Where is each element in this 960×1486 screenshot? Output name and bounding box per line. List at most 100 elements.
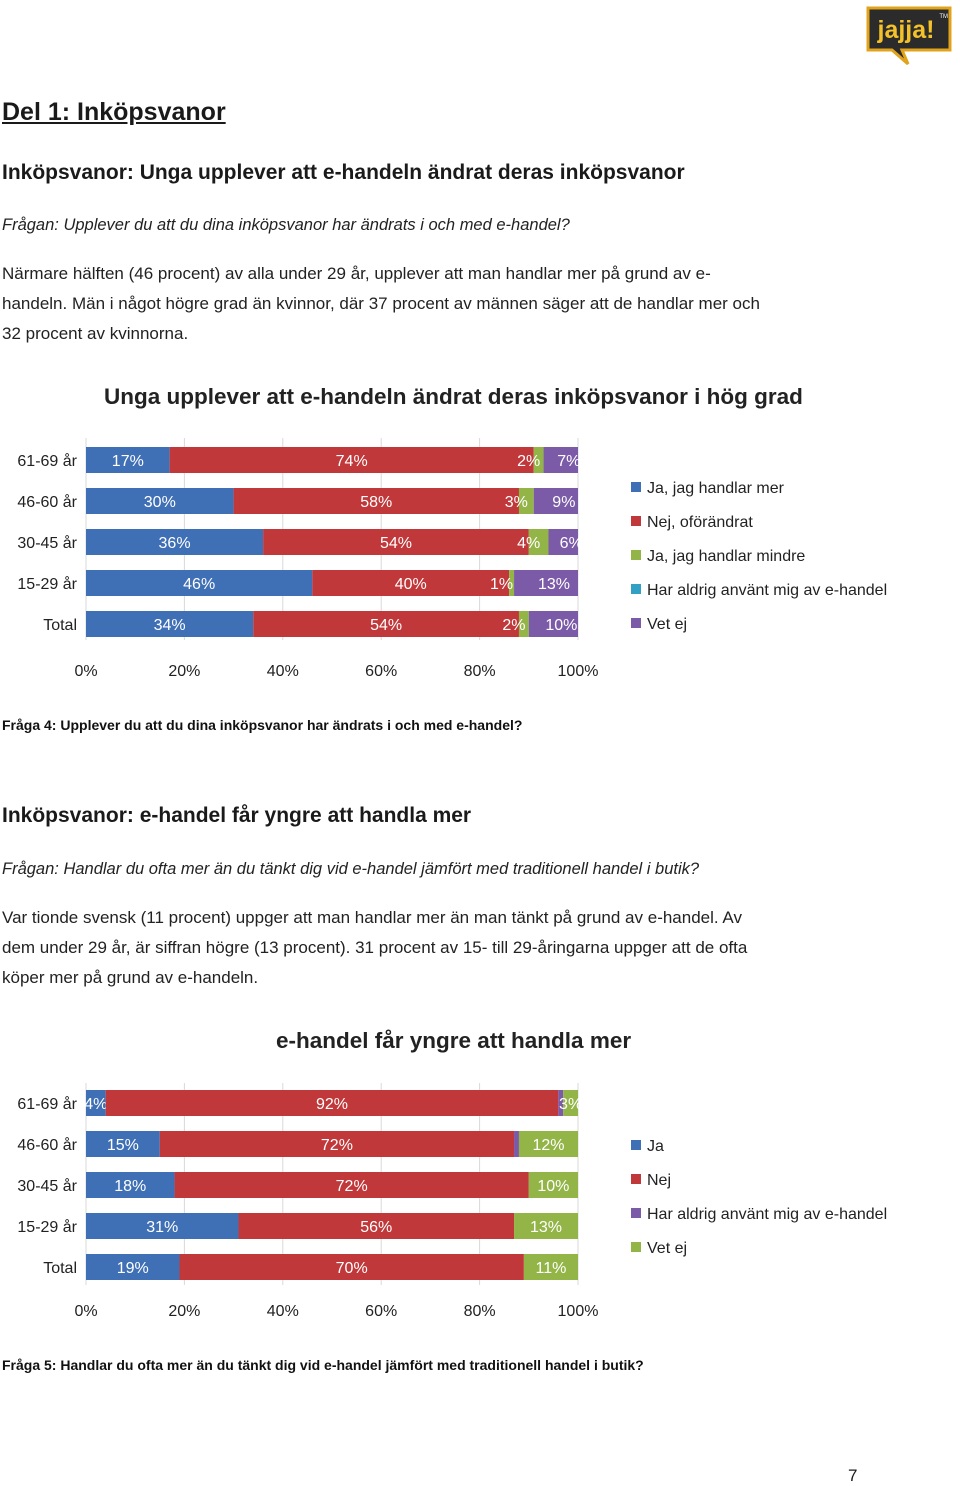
- section1-line: handeln. Män i något högre grad än kvinn…: [2, 294, 760, 313]
- bar-segment: [86, 1254, 180, 1280]
- data-label: 9%: [552, 494, 575, 511]
- data-label: 54%: [380, 535, 412, 552]
- x-tick-label: 60%: [365, 1303, 397, 1320]
- bar-segment: [86, 488, 234, 514]
- data-label: 2%: [517, 453, 540, 470]
- x-tick-label: 0%: [74, 1303, 97, 1320]
- legend-label: Nej, oförändrat: [647, 514, 753, 531]
- legend-label: Vet ej: [647, 1240, 687, 1257]
- legend-label: Har aldrig använt mig av e-handel: [647, 1206, 887, 1223]
- data-label: 58%: [360, 494, 392, 511]
- legend-swatch: [631, 618, 641, 628]
- data-label: 4%: [84, 1096, 107, 1113]
- section2-line: köper mer på grund av e-handeln.: [2, 968, 259, 987]
- x-tick-label: 80%: [464, 663, 496, 680]
- legend-swatch: [631, 482, 641, 492]
- category-label: 46-60 år: [17, 1136, 77, 1154]
- bar-segment: [86, 447, 170, 473]
- data-label: 7%: [557, 453, 580, 470]
- data-label: 31%: [146, 1219, 178, 1236]
- data-label: 3%: [505, 494, 528, 511]
- bar-segment: [86, 1131, 160, 1157]
- data-label: 92%: [316, 1096, 348, 1113]
- bar-segment: [105, 1090, 559, 1116]
- bar-segment: [533, 488, 578, 514]
- page-number: 7: [848, 1466, 858, 1485]
- bar-segment: [86, 529, 264, 555]
- x-tick-label: 80%: [464, 1303, 496, 1320]
- section1-title: Inköpsvanor: Unga upplever att e-handeln…: [2, 161, 685, 184]
- page-heading: Del 1: Inköpsvanor: [2, 98, 226, 126]
- legend-label: Nej: [647, 1172, 671, 1189]
- legend-label: Ja, jag handlar mer: [647, 480, 785, 497]
- bar-segment: [543, 447, 578, 473]
- section1-body: Närmare hälften (46 procent) av alla und…: [2, 259, 902, 349]
- bar-segment: [528, 611, 578, 637]
- x-tick-label: 60%: [365, 663, 397, 680]
- bar-segment: [558, 1090, 564, 1116]
- data-label: 70%: [336, 1260, 368, 1277]
- legend-label: Ja, jag handlar mindre: [647, 548, 805, 565]
- bar-segment: [563, 1090, 578, 1116]
- bar-segment: [518, 488, 534, 514]
- section2-body: Var tionde svensk (11 procent) uppger at…: [2, 903, 902, 993]
- x-tick-label: 20%: [168, 1303, 200, 1320]
- data-label: 56%: [360, 1219, 392, 1236]
- logo-bubble: [866, 6, 952, 66]
- data-label: 13%: [538, 576, 570, 593]
- data-label: 3%: [559, 1096, 582, 1113]
- category-label: 46-60 år: [17, 493, 77, 511]
- bar-segment: [514, 1131, 519, 1157]
- bar-segment: [533, 447, 544, 473]
- data-label: 10%: [537, 1178, 569, 1195]
- x-tick-label: 40%: [267, 663, 299, 680]
- data-label: 10%: [545, 617, 577, 634]
- data-label: 13%: [530, 1219, 562, 1236]
- bar-segment: [238, 1213, 515, 1239]
- data-label: 11%: [536, 1260, 567, 1277]
- data-label: 30%: [144, 494, 176, 511]
- bar-segment: [514, 1213, 578, 1239]
- bar-segment: [253, 611, 519, 637]
- category-label: 61-69 år: [17, 452, 77, 470]
- chart2-caption: Fråga 5: Handlar du ofta mer än du tänkt…: [2, 1357, 644, 1373]
- legend-swatch: [631, 1140, 641, 1150]
- bar-segment: [159, 1131, 515, 1157]
- data-label: 34%: [154, 617, 186, 634]
- section1-line: Närmare hälften (46 procent) av alla und…: [2, 264, 711, 283]
- section1-question: Frågan: Upplever du att du dina inköpsva…: [2, 216, 570, 234]
- data-label: 12%: [532, 1137, 564, 1154]
- chart1: 0% 20% 40% 60% 80% 100% 61-69 år 17% 74% 2% 7% 46-6…: [17, 438, 887, 680]
- x-tick-label: 0%: [74, 663, 97, 680]
- section2-line: dem under 29 år, är siffran högre (13 pr…: [2, 938, 748, 957]
- bar-segment: [523, 1254, 578, 1280]
- data-label: 72%: [321, 1137, 353, 1154]
- bar-segment: [312, 570, 510, 596]
- bar-segment: [528, 529, 549, 555]
- legend-swatch: [631, 1208, 641, 1218]
- bar-segment: [86, 1213, 239, 1239]
- chart2: 0% 20% 40% 60% 80% 100% 61-69 år 4% 92% 3% 46-60 å…: [17, 1083, 887, 1320]
- jajja-logo: jajja! TM: [862, 4, 956, 68]
- bar-segment: [86, 1172, 175, 1198]
- data-label: 36%: [159, 535, 191, 552]
- x-tick-label: 100%: [558, 663, 599, 680]
- chart1-caption: Fråga 4: Upplever du att du dina inköpsv…: [2, 717, 523, 733]
- legend-label: Ja: [647, 1138, 664, 1155]
- bar-segment: [233, 488, 519, 514]
- data-label: 72%: [336, 1178, 368, 1195]
- legend-label: Har aldrig använt mig av e-handel: [647, 582, 887, 599]
- x-tick-label: 40%: [267, 1303, 299, 1320]
- data-label: 18%: [114, 1178, 146, 1195]
- category-label: 15-29 år: [17, 575, 77, 593]
- bar-segment: [514, 570, 578, 596]
- data-label: 74%: [336, 453, 368, 470]
- category-label: Total: [43, 1260, 77, 1277]
- data-label: 15%: [107, 1137, 139, 1154]
- section1-line: 32 procent av kvinnorna.: [2, 324, 189, 343]
- data-label: 40%: [395, 576, 427, 593]
- data-label: 54%: [370, 617, 402, 634]
- bar-segment: [179, 1254, 524, 1280]
- bar-segment: [174, 1172, 529, 1198]
- legend-label: Vet ej: [647, 616, 687, 633]
